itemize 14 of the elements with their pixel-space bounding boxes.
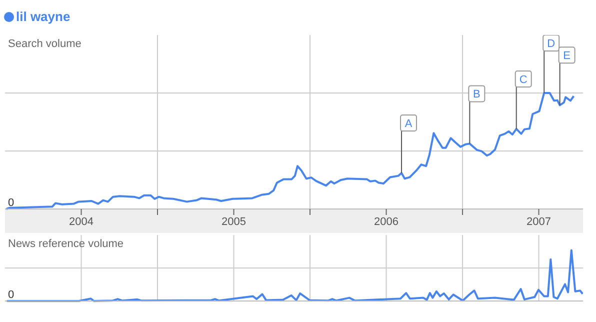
y-axis-title: News reference volume <box>8 238 124 250</box>
annotation: 0 <box>8 197 14 209</box>
annotation: D <box>547 38 556 50</box>
annotation: E <box>563 50 570 62</box>
annotation: A <box>404 118 413 130</box>
x-tick-label: 2006 <box>374 216 399 228</box>
annotation: 0 <box>8 289 14 301</box>
y-axis-title: Search volume <box>8 38 82 50</box>
legend-label: lil wayne <box>16 9 70 24</box>
x-tick-label: 2004 <box>69 216 94 228</box>
annotation: B <box>473 88 480 101</box>
x-tick-label: 2007 <box>526 216 552 228</box>
annotation: C <box>519 74 528 86</box>
x-tick-label: 2005 <box>222 216 246 228</box>
